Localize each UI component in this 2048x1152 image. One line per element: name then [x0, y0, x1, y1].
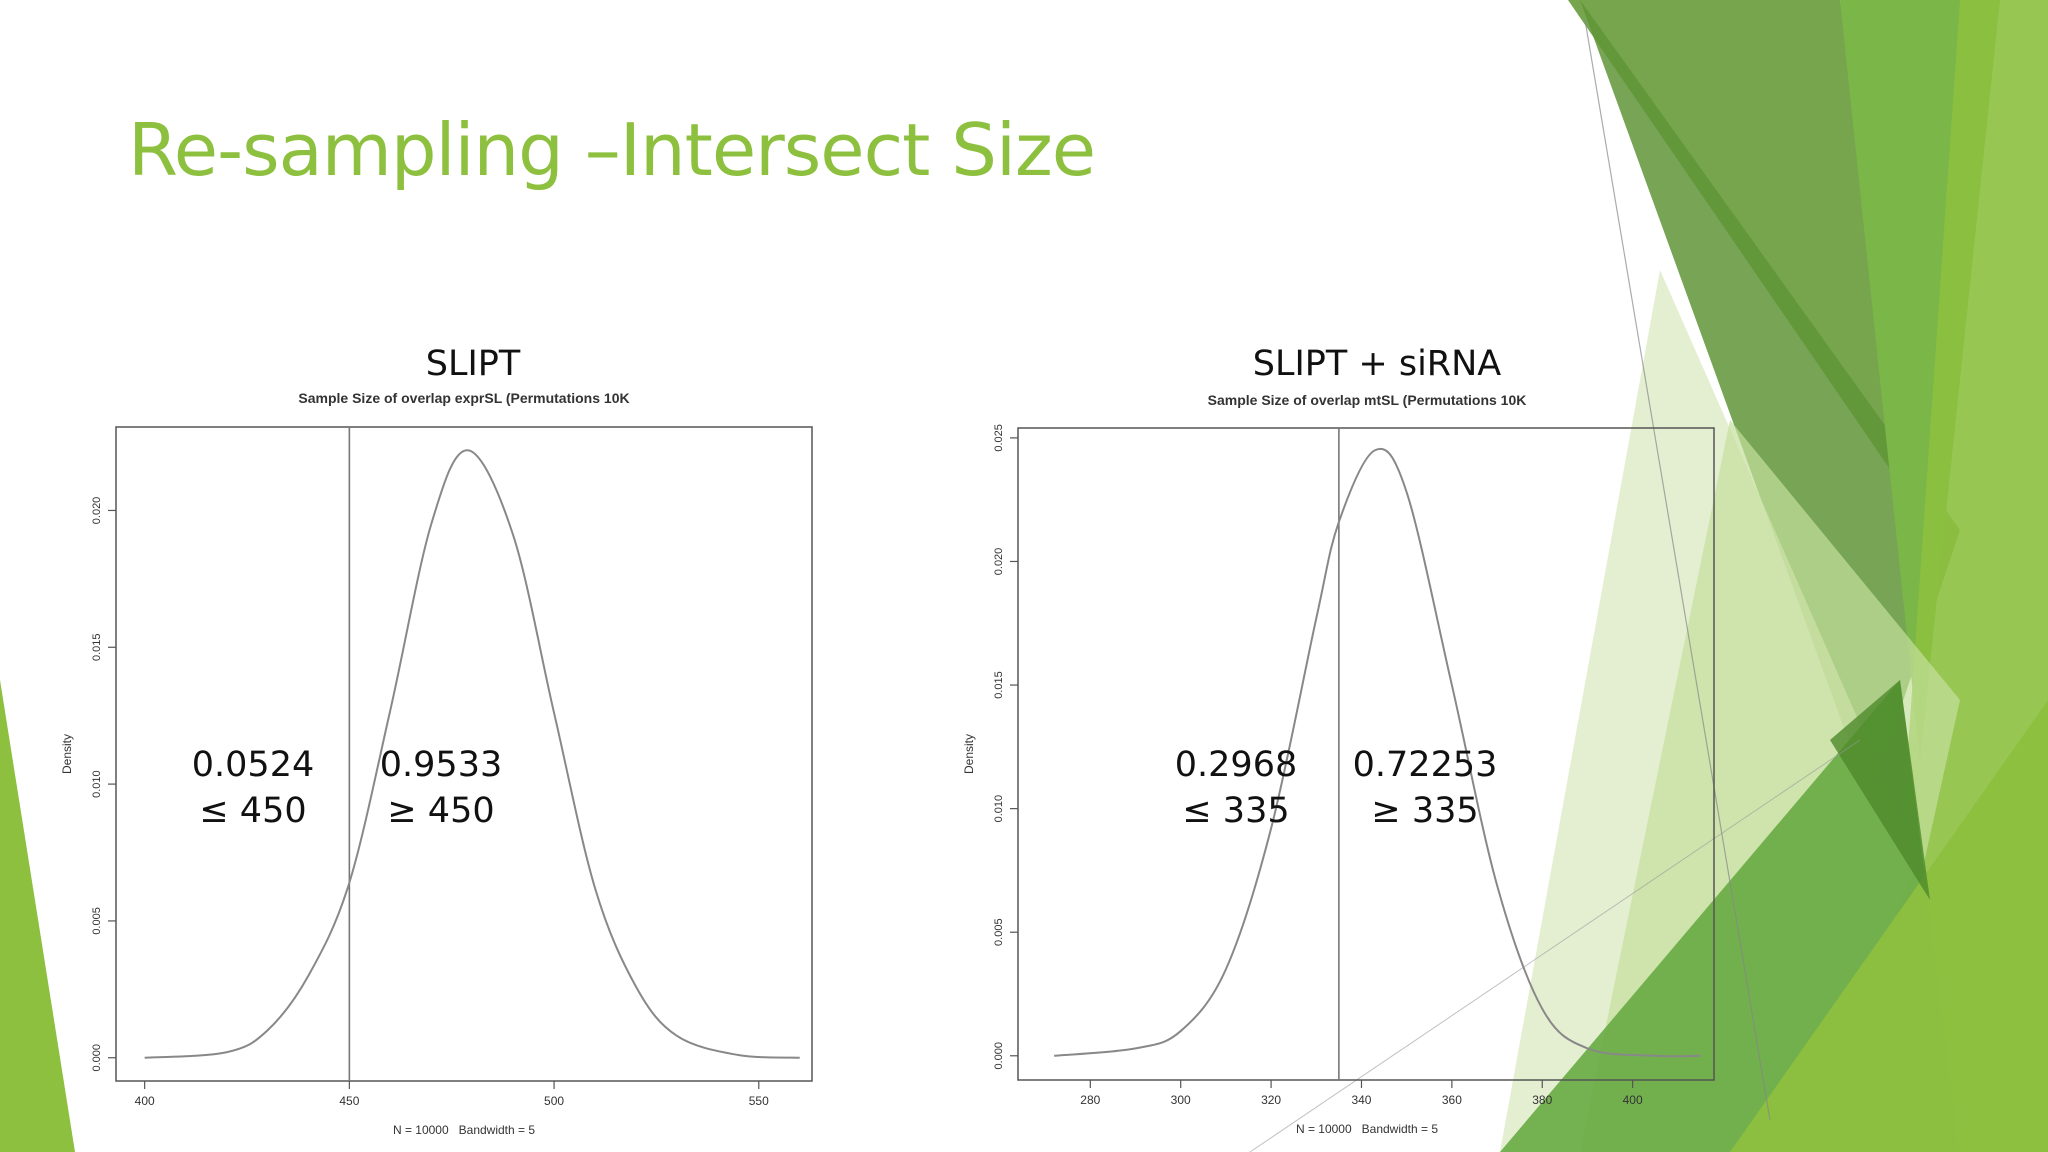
y-tick-label: 0.000: [993, 1042, 1005, 1070]
deco-shape: [1830, 680, 1930, 900]
annotation-value: 0.2968: [1174, 745, 1298, 785]
left-accent-shape: [0, 680, 75, 1152]
x-tick-label: 550: [749, 1094, 769, 1108]
y-axis-label: Density: [60, 734, 74, 774]
y-tick-label: 0.020: [91, 497, 103, 525]
annotation-left-upper: 0.9533 ≥ 450: [380, 742, 502, 834]
plot-frame: [1017, 427, 1715, 1081]
y-tick-label: 0.005: [91, 907, 103, 935]
y-tick-label: 0.025: [993, 424, 1005, 452]
y-tick-label: 0.010: [993, 795, 1005, 823]
annotation-value: 0.9533: [379, 745, 503, 785]
x-tick-label: 320: [1261, 1093, 1281, 1107]
panel-heading-right: SLIPT + siRNA: [1252, 344, 1502, 384]
y-axis-label: Density: [962, 734, 976, 774]
x-tick-label: 500: [544, 1094, 564, 1108]
y-tick-label: 0.015: [993, 671, 1005, 699]
deco-line: [1249, 739, 1861, 1152]
x-tick-label: 400: [135, 1094, 155, 1108]
annotation-value: 0.0524: [191, 745, 315, 785]
annotation-condition: ≥ 335: [1371, 791, 1479, 831]
annotation-value: 0.72253: [1352, 745, 1498, 785]
x-tick-label: 450: [339, 1094, 359, 1108]
x-tick-label: 400: [1623, 1093, 1643, 1107]
annotation-right-lower: 0.2968 ≤ 335: [1175, 742, 1297, 834]
x-tick-label: 380: [1532, 1093, 1552, 1107]
chart-title: Sample Size of overlap exprSL (Permutati…: [298, 390, 629, 406]
y-tick-label: 0.005: [993, 918, 1005, 946]
x-axis-label: N = 10000 Bandwidth = 5: [1296, 1122, 1438, 1136]
panel-heading-left: SLIPT: [425, 344, 521, 384]
plot-frame: [115, 426, 813, 1082]
annotation-right-upper: 0.72253 ≥ 335: [1353, 742, 1498, 834]
x-tick-label: 280: [1080, 1093, 1100, 1107]
density-curve: [144, 449, 800, 1059]
chart-title: Sample Size of overlap mtSL (Permutation…: [1208, 392, 1527, 408]
y-tick-label: 0.015: [91, 634, 103, 662]
annotation-left-lower: 0.0524 ≤ 450: [192, 742, 314, 834]
y-tick-label: 0.000: [91, 1044, 103, 1072]
y-tick-label: 0.020: [993, 548, 1005, 576]
x-tick-label: 360: [1442, 1093, 1462, 1107]
deco-shape: [1730, 700, 2048, 1152]
y-tick-label: 0.010: [91, 770, 103, 798]
x-axis-label: N = 10000 Bandwidth = 5: [393, 1123, 535, 1137]
x-tick-label: 300: [1171, 1093, 1191, 1107]
annotation-condition: ≤ 450: [199, 791, 307, 831]
deco-line: [1584, 19, 1771, 1121]
annotation-condition: ≤ 335: [1182, 791, 1290, 831]
x-tick-label: 340: [1351, 1093, 1371, 1107]
slide-title: Re-sampling –Intersect Size: [128, 108, 1096, 192]
density-curve: [1054, 448, 1701, 1058]
annotation-condition: ≥ 450: [387, 791, 495, 831]
